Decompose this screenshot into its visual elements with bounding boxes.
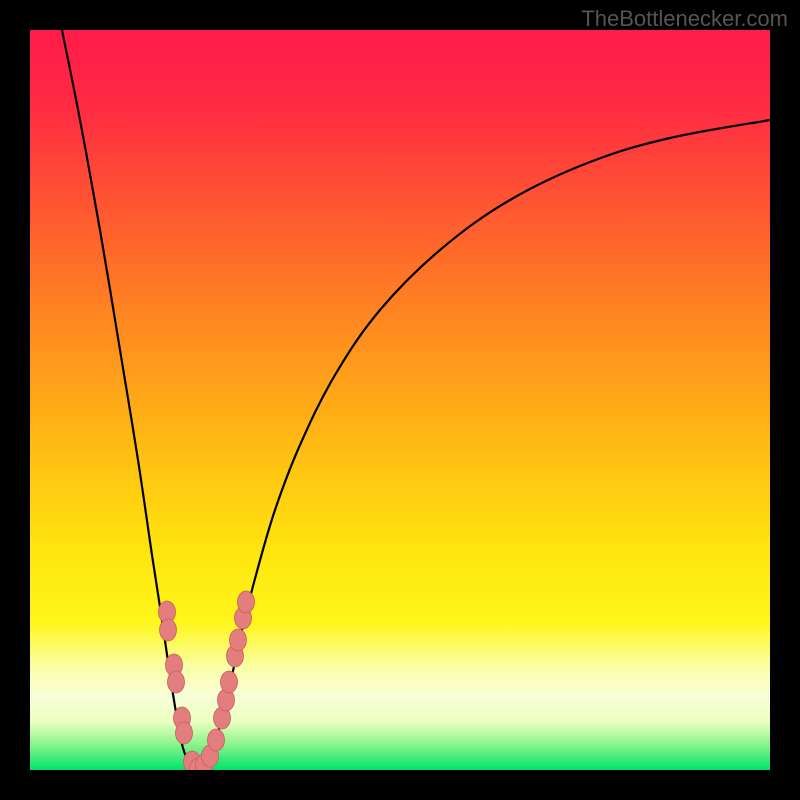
curve-marker xyxy=(160,619,177,641)
curve-marker xyxy=(221,671,238,693)
curve-marker xyxy=(208,729,225,751)
curve-marker xyxy=(230,629,247,651)
curve-marker xyxy=(238,591,255,613)
chart-svg xyxy=(0,0,800,800)
curve-marker xyxy=(176,722,193,744)
curve-marker xyxy=(168,671,185,693)
chart-container: TheBottlenecker.com xyxy=(0,0,800,800)
watermark-text: TheBottlenecker.com xyxy=(581,6,788,32)
